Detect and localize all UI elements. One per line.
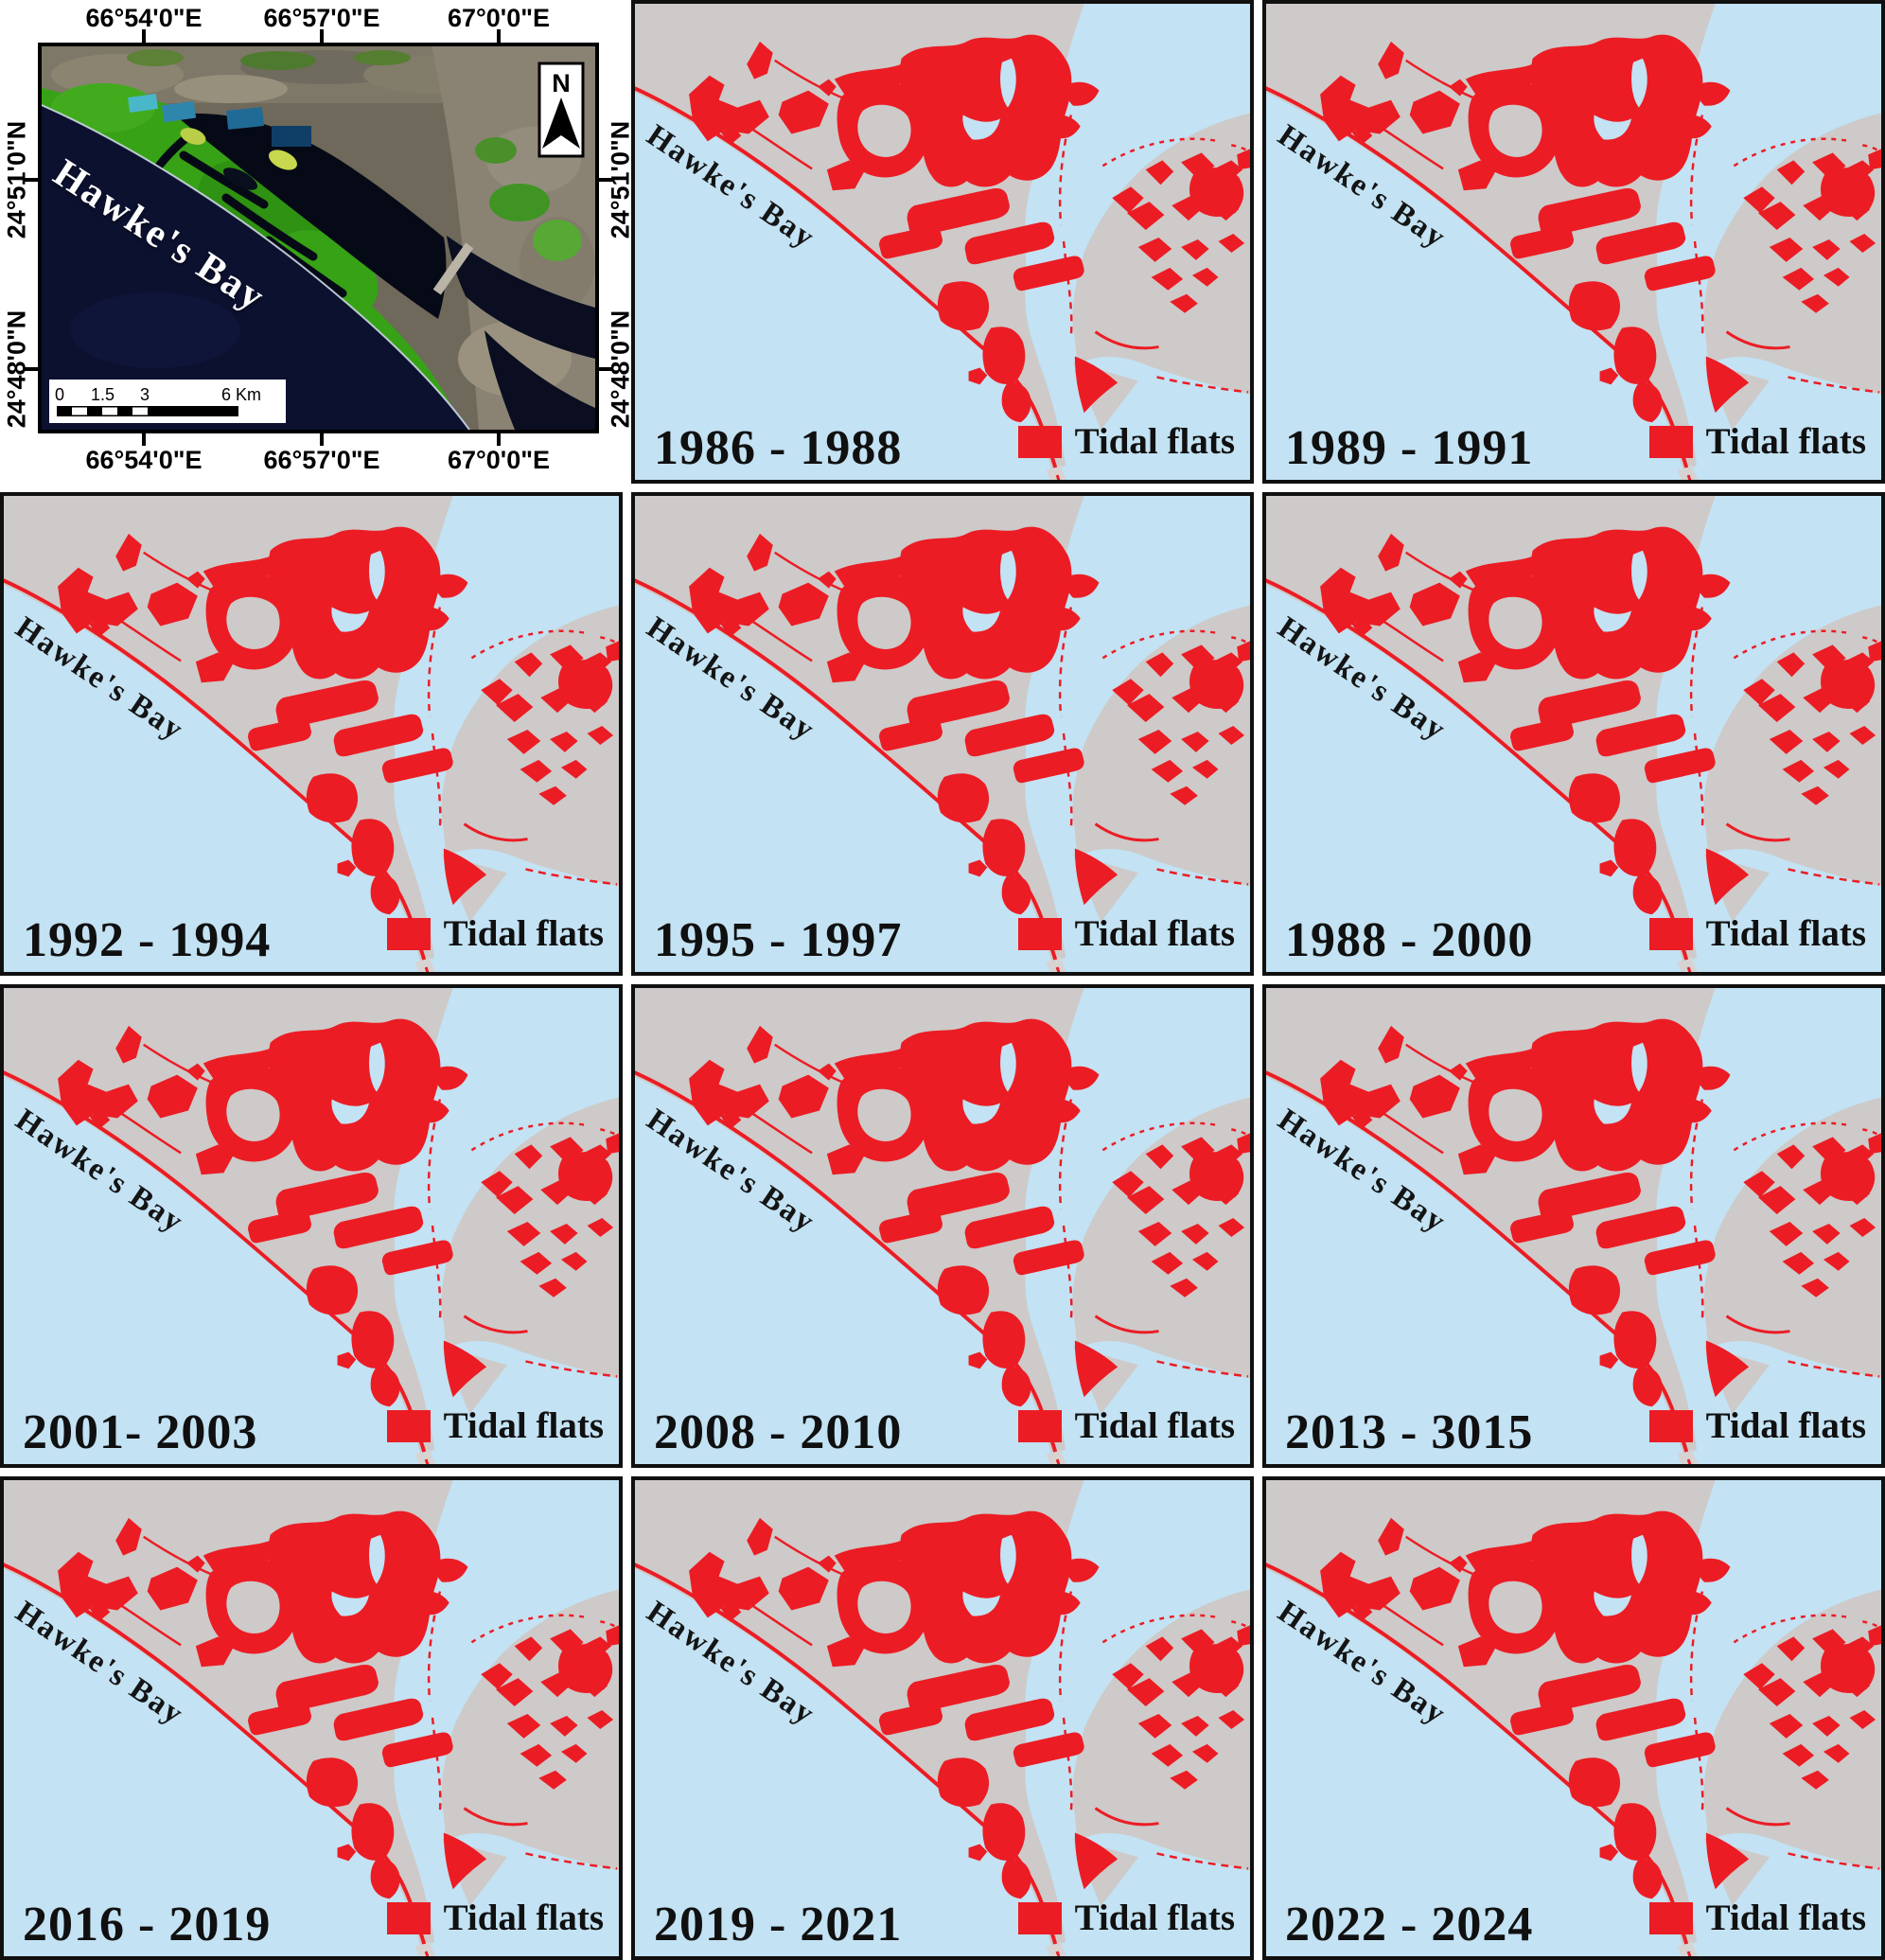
tidal-flats-map	[1266, 4, 1881, 480]
panel-period-label: 1986 - 1988	[654, 421, 903, 475]
legend: Tidal flats	[1648, 912, 1866, 955]
panel-period-label: 1988 - 2000	[1285, 913, 1534, 967]
tick-mark	[497, 431, 501, 446]
legend: Tidal flats	[1017, 420, 1235, 463]
legend-label: Tidal flats	[1074, 913, 1235, 954]
tidal-flats-map	[4, 1480, 619, 1956]
tidal-flats-map	[1266, 988, 1881, 1464]
north-arrow-icon: N	[537, 62, 585, 158]
legend: Tidal flats	[1017, 1404, 1235, 1447]
tidal-flats-swatch	[1017, 425, 1062, 458]
satellite-map-frame: N 0 1.5 3 6 Km Hawke's Bay	[38, 43, 599, 433]
legend-label: Tidal flats	[1705, 913, 1866, 954]
tick-mark	[142, 431, 146, 446]
svg-text:N: N	[552, 69, 571, 97]
tick-mark	[597, 367, 612, 371]
tidal-flats-map	[635, 988, 1250, 1464]
longitude-label-top: 66°57'0"E	[263, 4, 380, 32]
legend: Tidal flats	[1648, 1404, 1866, 1447]
svg-text:1.5: 1.5	[91, 385, 115, 404]
legend: Tidal flats	[1648, 1897, 1866, 1939]
tidal-flats-map	[4, 496, 619, 972]
satellite-reference-panel: N 0 1.5 3 6 Km Hawke's Bay 66°	[0, 0, 635, 484]
panel-period-label: 2008 - 2010	[654, 1405, 903, 1459]
tick-mark	[24, 367, 39, 371]
map-panel: Hawke's Bay 2008 - 2010 Tidal flats	[631, 984, 1254, 1468]
tidal-flats-swatch	[1017, 1409, 1062, 1442]
map-panel: Hawke's Bay 2013 - 3015 Tidal flats	[1262, 984, 1885, 1468]
legend-label: Tidal flats	[1705, 1405, 1866, 1446]
tidal-flats-swatch	[1017, 1901, 1062, 1934]
longitude-label-bottom: 66°57'0"E	[263, 446, 380, 474]
tidal-flats-map	[1266, 496, 1881, 972]
tidal-flats-swatch	[1648, 917, 1693, 950]
tidal-flats-map	[635, 1480, 1250, 1956]
svg-text:3: 3	[140, 385, 150, 404]
map-panel: Hawke's Bay 1988 - 2000 Tidal flats	[1262, 492, 1885, 976]
tidal-flats-swatch	[386, 1409, 431, 1442]
panel-period-label: 1992 - 1994	[23, 913, 272, 967]
legend-label: Tidal flats	[1074, 421, 1235, 462]
panel-period-label: 2016 - 2019	[23, 1898, 272, 1951]
legend: Tidal flats	[386, 1404, 604, 1447]
svg-text:0: 0	[55, 385, 64, 404]
legend-label: Tidal flats	[1705, 1898, 1866, 1938]
tidal-flats-swatch	[386, 917, 431, 950]
panel-period-label: 2019 - 2021	[654, 1898, 903, 1951]
panel-period-label: 2001- 2003	[23, 1405, 258, 1459]
legend: Tidal flats	[1017, 1897, 1235, 1939]
map-panel: Hawke's Bay 1992 - 1994 Tidal flats	[0, 492, 623, 976]
svg-text:6 Km: 6 Km	[221, 385, 261, 404]
legend-label: Tidal flats	[1074, 1405, 1235, 1446]
tidal-flats-map	[4, 988, 619, 1464]
tidal-flats-swatch	[1648, 1409, 1693, 1442]
legend: Tidal flats	[1648, 420, 1866, 463]
map-panel: Hawke's Bay 2001- 2003 Tidal flats	[0, 984, 623, 1468]
legend-label: Tidal flats	[443, 1898, 604, 1938]
tidal-flats-map	[1266, 1480, 1881, 1956]
legend-label: Tidal flats	[1074, 1898, 1235, 1938]
map-panel: Hawke's Bay 2022 - 2024 Tidal flats	[1262, 1476, 1885, 1960]
tick-mark	[24, 178, 39, 182]
map-panel: Hawke's Bay 1989 - 1991 Tidal flats	[1262, 0, 1885, 484]
longitude-label-bottom: 66°54'0"E	[85, 446, 203, 474]
legend-label: Tidal flats	[443, 1405, 604, 1446]
satellite-image: N 0 1.5 3 6 Km	[42, 46, 595, 430]
longitude-label-bottom: 67°0'0"E	[447, 446, 551, 474]
map-panel: Hawke's Bay 2019 - 2021 Tidal flats	[631, 1476, 1254, 1960]
legend: Tidal flats	[386, 1897, 604, 1939]
panel-period-label: 1995 - 1997	[654, 913, 903, 967]
tick-mark	[320, 431, 324, 446]
map-panel: Hawke's Bay 1995 - 1997 Tidal flats	[631, 492, 1254, 976]
longitude-label-top: 67°0'0"E	[447, 4, 551, 32]
legend: Tidal flats	[1017, 912, 1235, 955]
legend-label: Tidal flats	[1705, 421, 1866, 462]
longitude-label-top: 66°54'0"E	[85, 4, 203, 32]
panel-period-label: 1989 - 1991	[1285, 421, 1534, 475]
panel-period-label: 2022 - 2024	[1285, 1898, 1534, 1951]
map-panel: Hawke's Bay 1986 - 1988 Tidal flats	[631, 0, 1254, 484]
tick-mark	[142, 29, 146, 44]
tidal-flats-swatch	[1017, 917, 1062, 950]
tick-mark	[597, 178, 612, 182]
tidal-flats-map	[635, 4, 1250, 480]
tidal-flats-map	[635, 496, 1250, 972]
tidal-flats-swatch	[1648, 1901, 1693, 1934]
legend-label: Tidal flats	[443, 913, 604, 954]
map-panel: Hawke's Bay 2016 - 2019 Tidal flats	[0, 1476, 623, 1960]
scale-bar: 0 1.5 3 6 Km	[49, 380, 286, 423]
legend: Tidal flats	[386, 912, 604, 955]
tidal-flats-swatch	[1648, 425, 1693, 458]
tick-mark	[497, 29, 501, 44]
panel-period-label: 2013 - 3015	[1285, 1405, 1534, 1459]
tick-mark	[320, 29, 324, 44]
tidal-flats-swatch	[386, 1901, 431, 1934]
